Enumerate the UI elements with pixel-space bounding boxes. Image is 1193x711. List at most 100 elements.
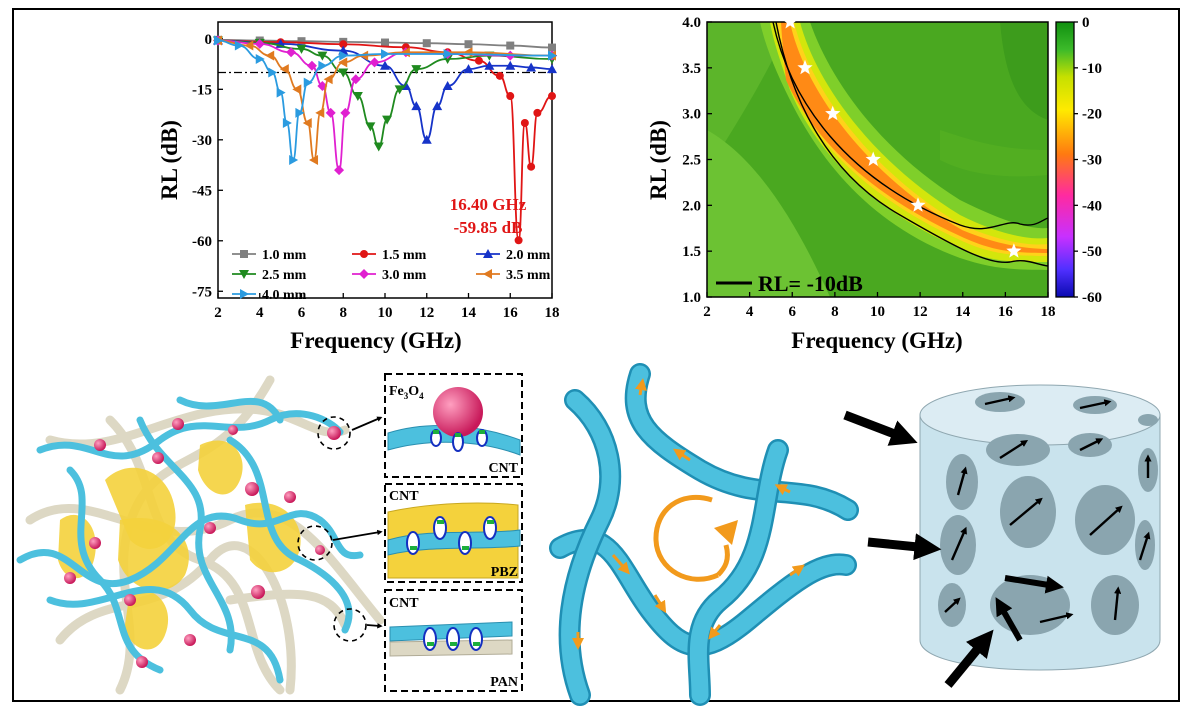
legend-label: 4.0 mm xyxy=(262,288,307,303)
data-point-marker xyxy=(244,40,254,51)
chart1-x-tick-label: 10 xyxy=(378,305,393,321)
chart1-y-axis-label: RL (dB) xyxy=(157,120,182,200)
data-point-marker xyxy=(334,165,345,176)
chart1-x-tick-label: 14 xyxy=(461,305,477,321)
legend-entry: 1.5 mm xyxy=(352,248,427,263)
data-point-marker xyxy=(548,43,556,52)
data-point-marker xyxy=(421,134,432,144)
colorbar-tick-label: -30 xyxy=(1082,153,1102,169)
data-point-marker xyxy=(315,107,325,118)
chart2-x-tick-label: 18 xyxy=(1041,304,1056,320)
series-5 xyxy=(213,35,556,165)
chart2-x-tick-label: 12 xyxy=(913,304,928,320)
data-point-marker xyxy=(240,250,248,258)
chart2-x-tick-label: 2 xyxy=(703,304,711,320)
cnt-network-illustration xyxy=(16,375,385,695)
data-point-marker xyxy=(411,101,422,111)
valley-star xyxy=(782,14,798,29)
data-point-marker xyxy=(380,60,390,70)
data-point-marker xyxy=(483,269,492,279)
legend-label: 1.0 mm xyxy=(262,248,307,263)
data-point-marker xyxy=(282,117,292,128)
contour-upper xyxy=(772,21,1049,230)
data-point-marker xyxy=(506,41,515,50)
data-point-marker xyxy=(289,155,299,165)
data-point-marker xyxy=(338,57,348,68)
data-point-marker xyxy=(297,37,306,46)
rl-heatmap-chart: 2 4 6 8 10 12 14 16 18 1.0 1.5 2.0 2.5 3.0 3.5 4.0 RL= … xyxy=(646,14,1102,353)
chart2-y-tick-label: 1.5 xyxy=(682,244,701,260)
legend-entry: 1.0 mm xyxy=(232,248,307,263)
data-point-marker xyxy=(526,62,537,72)
data-point-marker xyxy=(296,44,307,54)
data-point-marker xyxy=(214,35,223,46)
data-point-marker xyxy=(254,38,265,49)
data-point-marker xyxy=(234,40,244,51)
chart1-x-tick-label: 12 xyxy=(419,305,434,321)
chart1-x-tick-label: 4 xyxy=(256,305,264,321)
legend-entry: 2.0 mm xyxy=(476,248,551,263)
data-point-marker xyxy=(339,40,348,49)
inset1-cnt-label: CNT xyxy=(488,461,518,476)
rl-curves-chart: 2 4 6 8 10 12 14 16 18 0 -15 -30 -45 -60 -75 Frequency… xyxy=(157,21,560,353)
chart2-y-tick-label: 3.5 xyxy=(682,61,701,77)
data-point-marker xyxy=(276,87,286,98)
peak-annotation-frequency: 16.40 GHz xyxy=(450,195,527,214)
inset3-pan-label: PAN xyxy=(490,675,518,690)
data-point-marker xyxy=(369,57,380,68)
chart2-x-tick-label: 4 xyxy=(746,304,754,320)
inset2-pbz-label: PBZ xyxy=(491,565,518,580)
data-point-marker xyxy=(527,162,536,171)
chart2-y-tick-label: 2.5 xyxy=(682,153,701,169)
data-point-marker xyxy=(359,269,369,279)
chart1-x-tick-label: 6 xyxy=(298,305,306,321)
figure-frame xyxy=(12,8,1180,702)
inset-fe3o4-cnt: Fe3O4 CNT xyxy=(384,373,523,478)
chart1-legend: 1.0 mm 1.5 mm 2.0 mm 2.5 mm 3.0 mm 3.5 mm 4.0 … xyxy=(232,248,551,303)
data-point-marker xyxy=(303,77,313,88)
legend-label: 2.0 mm xyxy=(506,248,551,263)
data-point-marker xyxy=(411,65,422,75)
chart1-x-tick-label: 18 xyxy=(545,305,560,321)
legend-entry: 3.0 mm xyxy=(352,268,427,283)
data-point-marker xyxy=(255,54,265,65)
data-point-marker xyxy=(505,60,516,70)
colorbar xyxy=(1055,21,1075,298)
colorbar-tick-label: -10 xyxy=(1082,61,1102,77)
inset-cnt-pan: CNT PAN xyxy=(384,589,523,692)
data-point-marker xyxy=(442,80,453,90)
data-point-marker xyxy=(318,60,328,71)
legend-entry: 2.5 mm xyxy=(232,268,307,283)
chart2-x-axis-label: Frequency (GHz) xyxy=(791,328,962,353)
data-point-marker xyxy=(533,108,542,117)
chart2-x-tick-label: 14 xyxy=(955,304,971,320)
valley-star xyxy=(865,151,881,166)
legend-entry: 3.5 mm xyxy=(476,268,551,283)
data-point-marker xyxy=(464,40,473,49)
data-point-marker xyxy=(474,56,483,65)
valley-star xyxy=(825,105,841,121)
chart2-y-tick-label: 4.0 xyxy=(682,15,701,31)
chart2-y-tick-label: 1.0 xyxy=(682,290,701,306)
data-point-marker xyxy=(240,289,249,299)
data-point-marker xyxy=(365,122,376,132)
colorbar-tick-label: -60 xyxy=(1082,290,1102,306)
data-point-marker xyxy=(265,50,275,61)
series-6 xyxy=(214,35,557,165)
colorbar-tick-label: -50 xyxy=(1082,244,1102,260)
data-point-marker xyxy=(340,107,351,118)
chart1-y-tick-label: -30 xyxy=(192,133,212,149)
legend-label: 2.5 mm xyxy=(262,268,307,283)
data-point-marker xyxy=(239,270,249,279)
inset-cnt-pbz: CNT PBZ xyxy=(384,483,523,583)
data-point-marker xyxy=(381,38,389,47)
chart1-y-tick-label: -75 xyxy=(192,284,212,300)
contour-bottom xyxy=(775,21,1049,267)
chart1-y-tick-label: -15 xyxy=(192,82,212,98)
data-point-marker xyxy=(350,74,361,85)
chart1-x-tick-label: 2 xyxy=(214,305,222,321)
data-point-marker xyxy=(338,68,349,78)
data-point-marker xyxy=(548,92,556,101)
chart2-y-tick-label: 3.0 xyxy=(682,107,701,123)
